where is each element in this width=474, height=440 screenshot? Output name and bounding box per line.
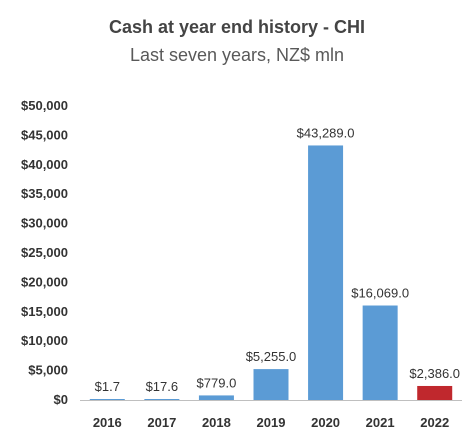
y-tick-label: $15,000 <box>21 304 68 319</box>
y-tick-label: $5,000 <box>28 363 68 378</box>
y-tick-label: $10,000 <box>21 333 68 348</box>
y-tick-label: $40,000 <box>21 157 68 172</box>
y-tick-label: $25,000 <box>21 245 68 260</box>
x-tick-label: 2019 <box>257 415 286 430</box>
chart-subtitle: Last seven years, NZ$ mln <box>129 45 345 65</box>
data-label-2018: $779.0 <box>197 375 237 390</box>
y-tick-label: $45,000 <box>21 127 68 142</box>
x-tick-label: 2017 <box>147 415 176 430</box>
bar-2017 <box>144 399 180 400</box>
y-tick-label: $35,000 <box>21 186 68 201</box>
bar-2019 <box>253 369 289 400</box>
bar-2018 <box>198 395 234 400</box>
chart-title: Cash at year end history - CHI <box>108 17 366 37</box>
x-tick-label: 2020 <box>311 415 340 430</box>
data-label-2017: $17.6 <box>146 379 179 394</box>
y-tick-label: $50,000 <box>21 98 68 113</box>
x-tick-label: 2022 <box>420 415 449 430</box>
data-label-2022: $2,386.0 <box>409 366 460 381</box>
data-label-2021: $16,069.0 <box>351 286 409 301</box>
x-tick-label: 2021 <box>366 415 395 430</box>
data-label-2016: $1.7 <box>95 379 120 394</box>
bar-2020 <box>308 145 344 400</box>
y-tick-label: $20,000 <box>21 274 68 289</box>
x-tick-label: 2018 <box>202 415 231 430</box>
bar-2021 <box>362 305 398 400</box>
data-label-2020: $43,289.0 <box>297 125 355 140</box>
x-tick-label: 2016 <box>93 415 122 430</box>
data-label-2019: $5,255.0 <box>246 349 297 364</box>
y-tick-label: $30,000 <box>21 216 68 231</box>
y-tick-label: $0 <box>54 392 68 407</box>
bar-2016 <box>89 399 125 400</box>
bar-2022 <box>417 385 453 400</box>
